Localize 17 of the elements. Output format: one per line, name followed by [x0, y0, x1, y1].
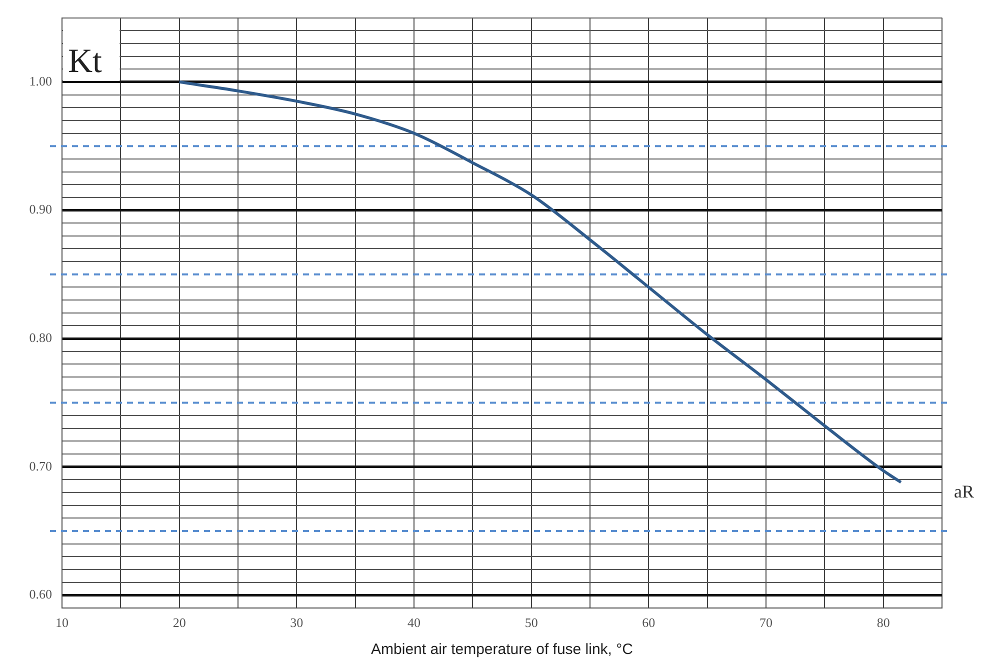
x-tick-label: 20 — [172, 615, 186, 630]
x-tick-label: 30 — [290, 615, 304, 630]
x-tick-label: 80 — [876, 615, 890, 630]
y-tick-label: 0.70 — [29, 458, 52, 474]
y-tick-label: 0.60 — [29, 586, 52, 602]
y-tick-label: 0.80 — [29, 330, 52, 345]
x-tick-label: 70 — [760, 615, 772, 630]
x-tick-label: 50 — [524, 615, 538, 630]
y-tick-label: 0.90 — [29, 202, 52, 217]
y-axis-title: Kt — [68, 42, 103, 80]
x-tick-label: 10 — [56, 615, 68, 630]
text: aR — [954, 482, 974, 502]
x-tick-label: 60 — [642, 615, 656, 630]
line-series — [178, 80, 902, 484]
y-tick-label: 1.00 — [29, 73, 52, 88]
x-tick-label: 40 — [408, 615, 420, 630]
x-axis-title: Ambient air temperature of fuse link, °C — [371, 641, 634, 658]
